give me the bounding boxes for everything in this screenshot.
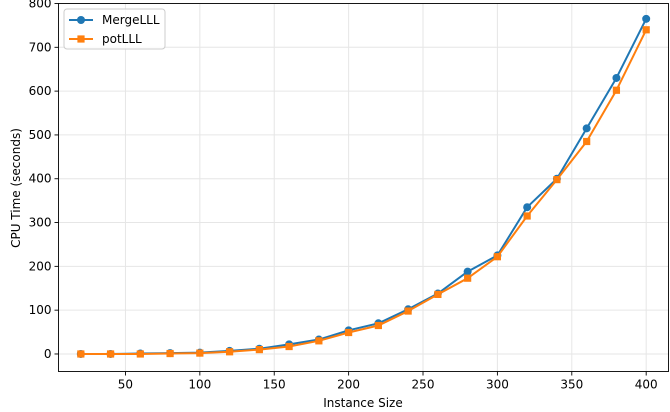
series-layer — [76, 14, 651, 358]
data-point — [612, 73, 621, 82]
series-mergelll — [76, 14, 651, 358]
x-tick-label: 200 — [337, 378, 360, 392]
x-axis-ticks: 50 100 150 200 250 300 350 400 — [118, 371, 658, 392]
data-point — [136, 350, 144, 358]
y-tick-label: 700 — [29, 40, 52, 54]
data-point — [315, 337, 323, 345]
data-point — [553, 176, 561, 184]
data-point — [642, 26, 650, 34]
x-tick-label: 150 — [263, 378, 286, 392]
x-tick-label: 100 — [188, 378, 211, 392]
data-point — [463, 267, 472, 276]
y-tick-label: 800 — [29, 0, 52, 11]
plot-frame — [58, 3, 669, 372]
data-point — [77, 350, 85, 358]
legend-marker — [77, 16, 85, 24]
x-tick-label: 350 — [560, 378, 583, 392]
data-point — [612, 86, 621, 94]
data-point — [345, 328, 353, 337]
y-axis-ticks: 0 100 200 300 400 500 600 700 800 — [29, 0, 59, 361]
data-point — [196, 349, 204, 357]
y-tick-label: 0 — [44, 347, 52, 361]
series-line — [80, 29, 648, 355]
x-tick-label: 400 — [635, 378, 658, 392]
data-point — [583, 137, 591, 146]
data-point — [582, 124, 591, 133]
x-tick-label: 300 — [486, 378, 509, 392]
x-tick-label: 250 — [412, 378, 435, 392]
legend: MergeLLL potLLL — [63, 8, 166, 50]
data-point — [523, 212, 531, 220]
data-point — [464, 274, 472, 282]
y-tick-label: 200 — [29, 259, 52, 273]
series-line — [80, 18, 648, 355]
y-tick-label: 600 — [29, 84, 52, 98]
y-tick-label: 500 — [29, 128, 52, 142]
data-point — [374, 321, 382, 330]
data-point — [166, 349, 174, 358]
legend-label: MergeLLL — [102, 13, 160, 27]
data-point — [523, 203, 532, 212]
data-point — [255, 345, 263, 354]
legend-marker — [77, 35, 85, 43]
legend-label: potLLL — [102, 32, 142, 46]
y-tick-label: 400 — [29, 172, 52, 186]
legend-item-mergelll: MergeLLL — [69, 13, 160, 27]
x-axis-label: Instance Size — [323, 396, 403, 410]
x-tick-label: 50 — [118, 378, 133, 392]
data-point — [404, 307, 412, 315]
y-tick-label: 100 — [29, 303, 52, 317]
grid — [58, 3, 669, 372]
data-point — [434, 290, 442, 298]
y-tick-label: 300 — [29, 216, 52, 230]
series-potlll — [77, 26, 650, 358]
data-point — [225, 348, 234, 356]
data-point — [642, 14, 651, 23]
data-point — [285, 342, 293, 351]
y-axis-label: CPU Time (seconds) — [9, 128, 23, 248]
data-point — [493, 253, 502, 261]
data-point — [106, 350, 115, 358]
legend-item-potlll: potLLL — [69, 32, 142, 46]
